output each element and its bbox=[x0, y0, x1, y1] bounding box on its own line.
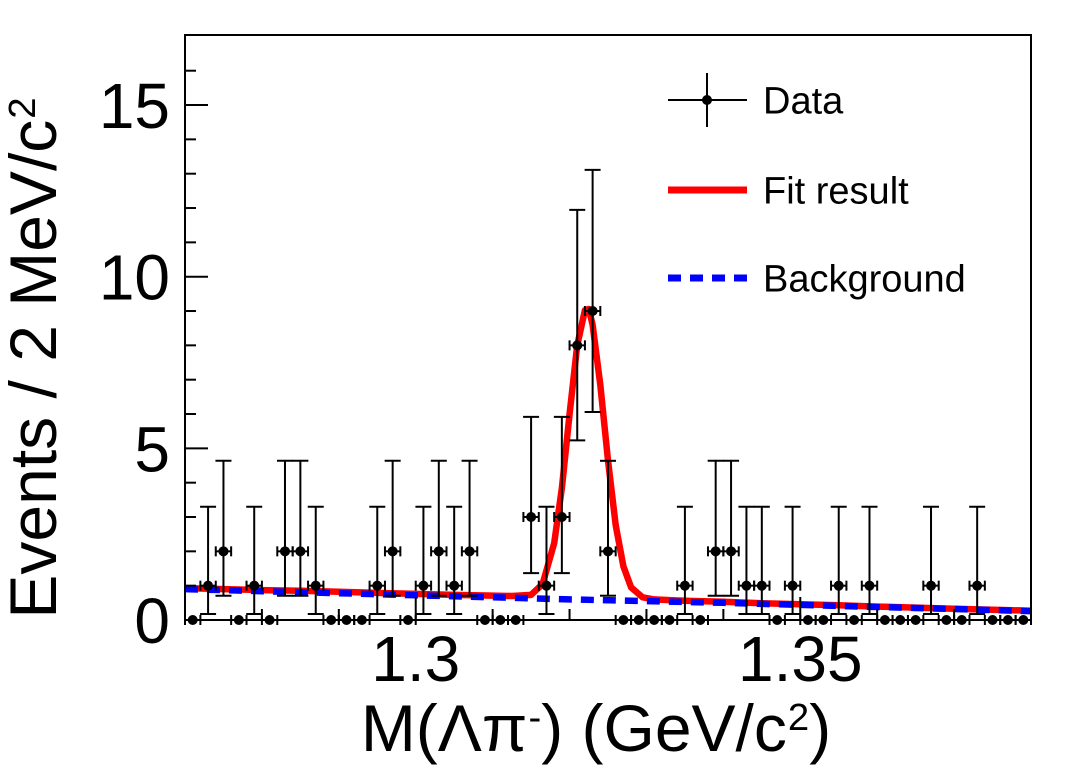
data-marker bbox=[741, 580, 752, 591]
data-marker bbox=[726, 546, 737, 557]
data-marker bbox=[603, 546, 613, 557]
data-point bbox=[537, 505, 556, 616]
legend-label: Fit result bbox=[763, 170, 909, 212]
data-marker bbox=[556, 512, 567, 523]
data-point bbox=[706, 459, 725, 597]
data-marker bbox=[295, 546, 306, 557]
data-point bbox=[414, 505, 433, 616]
data-points bbox=[184, 168, 1032, 625]
data-point bbox=[368, 505, 386, 616]
legend-data-marker-dot bbox=[702, 95, 712, 105]
data-point bbox=[383, 459, 402, 597]
data-point bbox=[783, 505, 802, 616]
background-curve bbox=[184, 585, 1032, 615]
data-marker bbox=[203, 580, 214, 591]
data-point bbox=[199, 505, 217, 616]
x-tick-label: 1.3 bbox=[371, 623, 460, 695]
x-axis-title: M(Λπ-) (GeV/c2) bbox=[361, 695, 831, 761]
y-title-text: Events / 2 MeV/c bbox=[0, 119, 70, 619]
data-point bbox=[568, 208, 586, 442]
pi-charge-superscript: - bbox=[528, 695, 542, 739]
y-tick-label: 5 bbox=[134, 413, 170, 485]
data-point bbox=[583, 168, 602, 414]
data-marker bbox=[541, 580, 552, 591]
data-point bbox=[922, 505, 940, 616]
legend-label: Background bbox=[763, 258, 966, 300]
plot-frame bbox=[184, 34, 1032, 621]
data-point bbox=[307, 505, 325, 616]
data-marker bbox=[587, 306, 598, 317]
y-tick-label: 10 bbox=[99, 242, 170, 314]
data-marker bbox=[387, 546, 398, 557]
data-point bbox=[737, 505, 756, 616]
data-point bbox=[968, 505, 986, 616]
data-marker bbox=[864, 580, 875, 591]
data-marker bbox=[418, 580, 429, 591]
x-title-post: ) bbox=[809, 691, 832, 765]
data-point bbox=[276, 459, 294, 597]
data-marker bbox=[787, 580, 798, 591]
legend-label: Data bbox=[763, 80, 844, 122]
legend: Data Fit result Background bbox=[668, 73, 966, 300]
data-marker bbox=[972, 580, 983, 591]
data-point bbox=[676, 505, 694, 616]
tick-labels: 0 5 10 15 1.3 1.35 bbox=[99, 70, 863, 695]
axes-frame bbox=[184, 34, 1032, 621]
y-tick-label: 15 bbox=[99, 70, 170, 142]
x-tick-label: 1.35 bbox=[738, 623, 863, 695]
data-marker bbox=[756, 580, 767, 591]
y-tick-label: 0 bbox=[134, 585, 170, 657]
c-squared-superscript: 2 bbox=[787, 695, 810, 739]
data-point bbox=[245, 505, 263, 616]
data-marker bbox=[218, 546, 229, 557]
data-marker bbox=[372, 580, 383, 591]
y-axis-title: Events / 2 MeV/c2 bbox=[0, 97, 70, 618]
data-point bbox=[291, 459, 310, 597]
data-point bbox=[445, 505, 463, 616]
data-point bbox=[599, 459, 617, 597]
data-marker bbox=[249, 580, 260, 591]
data-point bbox=[860, 505, 879, 616]
legend-entry-fit-result: Fit result bbox=[668, 170, 909, 212]
data-marker bbox=[926, 580, 937, 591]
data-marker bbox=[679, 580, 690, 591]
data-marker bbox=[710, 546, 721, 557]
data-marker bbox=[449, 580, 460, 591]
legend-entry-background: Background bbox=[668, 258, 966, 300]
data-point bbox=[722, 459, 740, 597]
legend-entry-data: Data bbox=[668, 73, 844, 127]
data-point bbox=[522, 415, 540, 575]
x-title-pre: M( bbox=[360, 691, 438, 765]
data-marker bbox=[433, 546, 444, 557]
data-point bbox=[753, 505, 771, 616]
data-marker bbox=[310, 580, 321, 591]
data-point bbox=[460, 459, 479, 597]
y-title-superscript: 2 bbox=[0, 97, 44, 119]
data-marker bbox=[464, 546, 475, 557]
data-point bbox=[214, 459, 233, 597]
data-marker bbox=[572, 340, 583, 351]
data-point bbox=[430, 459, 448, 597]
pi-symbol: π bbox=[481, 691, 528, 765]
data-marker bbox=[526, 512, 537, 523]
data-marker bbox=[279, 546, 290, 557]
data-point bbox=[553, 415, 571, 575]
data-marker bbox=[833, 580, 844, 591]
lambda-symbol: Λ bbox=[437, 691, 482, 765]
x-title-mid: ) (GeV/c bbox=[541, 691, 787, 765]
data-point bbox=[830, 505, 848, 616]
